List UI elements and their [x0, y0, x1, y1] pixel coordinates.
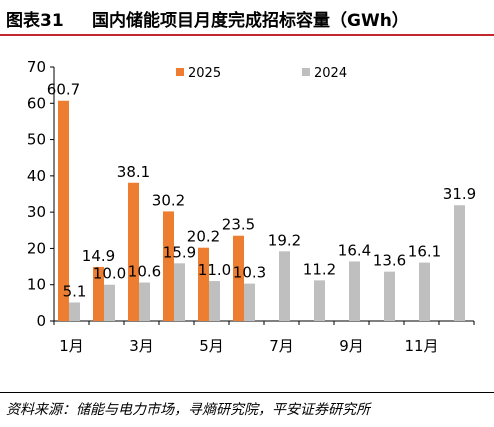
bar-2025-3月 — [128, 182, 139, 321]
bar-2024-12月 — [454, 205, 465, 321]
data-label-2024-4月: 15.9 — [163, 243, 196, 261]
y-tick-label: 40 — [27, 167, 46, 185]
y-axis: 0 10 20 30 40 50 60 70 — [27, 58, 55, 330]
y-tick-label: 0 — [36, 312, 46, 330]
legend-label-2024: 2024 — [314, 66, 347, 81]
bar-2024-9月 — [349, 261, 360, 321]
y-tick-label: 10 — [27, 276, 46, 294]
bar-2024-10月 — [384, 271, 395, 321]
data-label-2024-6月: 10.3 — [233, 264, 266, 282]
title-bar: 图表31 国内储能项目月度完成招标容量（GWh） — [0, 0, 494, 36]
bar-2024-8月 — [314, 280, 325, 321]
y-tick-label: 60 — [27, 94, 46, 112]
data-label-2024-9月: 16.4 — [338, 241, 371, 259]
legend-label-2025: 2025 — [188, 66, 221, 81]
bar-2025-1月 — [58, 100, 69, 321]
data-label-2025-2月: 14.9 — [82, 247, 115, 265]
bar-2024-11月 — [419, 262, 430, 321]
bar-2025-6月 — [233, 235, 244, 321]
bar-2024-6月 — [244, 283, 255, 321]
x-tick-label: 7月 — [269, 337, 294, 355]
legend-swatch-2025 — [176, 68, 184, 76]
data-label-2024-11月: 16.1 — [408, 243, 441, 261]
y-tick-label: 30 — [27, 203, 46, 221]
bar-2025-5月 — [198, 247, 209, 321]
bar-2024-7月 — [279, 251, 290, 321]
bar-2024-3月 — [139, 282, 150, 321]
data-label-2025-3月: 38.1 — [117, 163, 150, 181]
bar-2024-2月 — [104, 284, 115, 321]
bar-2024-1月 — [69, 302, 80, 321]
data-labels: 60.714.938.130.220.223.55.110.0 10.615.91… — [47, 81, 476, 301]
source-note: 资料来源：储能与电力市场，寻熵研究院，平安证券研究所 — [6, 402, 370, 418]
x-tick-label: 1月 — [59, 337, 84, 355]
data-label-2025-5月: 20.2 — [187, 228, 220, 246]
x-tick-label: 11月 — [404, 337, 438, 355]
x-tick-label: 9月 — [339, 337, 364, 355]
data-label-2024-5月: 11.0 — [198, 261, 231, 279]
data-label-2025-4月: 30.2 — [152, 191, 185, 209]
bar-chart: 0 10 20 30 40 50 60 70 1月 3月 5月 7月 9月 11月 60.7 14.9 38… — [27, 58, 476, 355]
x-tick-label: 5月 — [199, 337, 224, 355]
bars — [58, 100, 465, 321]
data-label-2024-1月: 5.1 — [63, 282, 87, 300]
data-label-2024-8月: 11.2 — [303, 260, 336, 278]
x-tick-label: 3月 — [129, 337, 154, 355]
figure-label: 图表31 — [6, 11, 64, 31]
y-tick-label: 50 — [27, 131, 46, 149]
bar-2025-2月 — [93, 266, 104, 321]
bar-2024-4月 — [174, 263, 185, 321]
y-tick-label: 70 — [27, 58, 46, 76]
y-tick-label: 20 — [27, 239, 46, 257]
legend-swatch-2024 — [302, 68, 310, 76]
data-label-2024-7月: 19.2 — [268, 231, 301, 249]
bar-2024-5月 — [209, 281, 220, 321]
data-label-2025-1月: 60.7 — [47, 81, 80, 99]
data-label-2024-3月: 10.6 — [128, 263, 161, 281]
source-divider — [0, 392, 494, 393]
data-label-2024-2月: 10.0 — [93, 265, 126, 283]
bar-2025-4月 — [163, 211, 174, 321]
data-label-2025-6月: 23.5 — [222, 216, 255, 234]
figure-title: 国内储能项目月度完成招标容量（GWh） — [92, 11, 409, 31]
data-label-2024-12月: 31.9 — [443, 185, 476, 203]
legend: 2025 2024 — [176, 66, 347, 81]
data-label-2024-10月: 13.6 — [373, 252, 406, 270]
x-axis: 1月 3月 5月 7月 9月 11月 — [53, 320, 475, 355]
